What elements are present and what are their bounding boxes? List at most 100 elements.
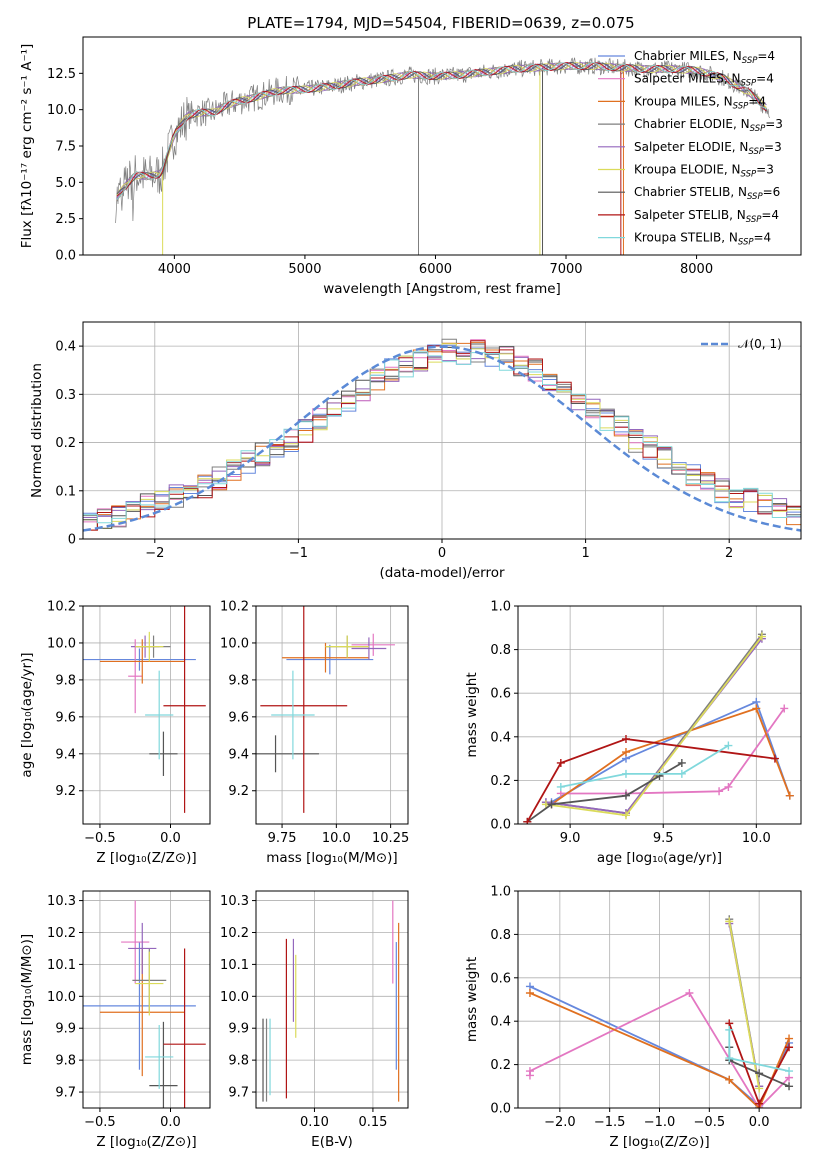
x-tick-label: 9.75 <box>268 831 297 846</box>
legend-label-subscript: SSP <box>742 56 758 66</box>
y-tick-label: 1.0 <box>490 600 511 615</box>
errorbar-point <box>286 644 374 675</box>
model-spectrum-line <box>116 62 767 200</box>
legend-label: Chabrier ELODIE, NSSP=3 <box>634 117 783 134</box>
errorbar-point <box>149 1021 178 1108</box>
y-tick-label: 9.9 <box>55 1022 76 1037</box>
plot-area <box>262 900 400 1102</box>
mass-weight-marker <box>755 1084 764 1093</box>
residual-histogram-step <box>83 351 801 524</box>
axes-frame <box>82 890 211 1109</box>
y-tick-label: 0.0 <box>55 249 76 264</box>
errorbar-point <box>149 731 178 776</box>
y-tick-label: 0.8 <box>490 643 511 658</box>
legend-label-subscript: SSP <box>741 79 757 89</box>
errorbar-point <box>163 606 206 813</box>
y-tick-label: 10.0 <box>47 636 76 651</box>
mass-weight-marker <box>755 1069 764 1078</box>
mass-weight-marker <box>523 817 532 824</box>
plot-area <box>83 900 206 1108</box>
x-tick-label: −1 <box>289 546 308 561</box>
y-tick-label: 10.0 <box>47 990 76 1005</box>
mass-weight-line <box>526 738 776 823</box>
panel-age_vs_mass: 9.75 10.0 10.25 9.2 9.4 9.6 9.8 10.0 10.2 mass [l… <box>220 600 409 867</box>
errorbar-point <box>135 631 164 662</box>
x-tick-label: 10.0 <box>742 831 771 846</box>
y-tick-label: 0.1 <box>55 484 76 499</box>
mass-weight-marker <box>556 758 565 767</box>
legend-label-subscript: SSP <box>746 215 762 225</box>
x-tick-label: −0.5 <box>84 1115 116 1130</box>
x-axis-label: wavelength [Angstrom, rest frame] <box>323 281 561 297</box>
mass-weight-line <box>560 744 729 788</box>
mass-weight-line <box>728 921 760 1089</box>
y-axis-label: mass [log₁₀(M/M⊙)] <box>19 934 35 1065</box>
y-tick-label: 9.8 <box>228 673 249 688</box>
legend-label-subscript: SSP <box>747 192 763 202</box>
legend-label-text: Kroupa ELODIE, N <box>634 163 741 177</box>
legend-label-text: Kroupa MILES, N <box>634 94 733 108</box>
mass-weight-marker <box>785 1082 794 1091</box>
y-tick-label: 10.2 <box>47 600 76 615</box>
y-tick-label: 2.5 <box>55 212 76 227</box>
legend-label-subscript: SSP <box>750 124 766 134</box>
y-tick-label: 0.3 <box>55 388 76 403</box>
y-tick-label: 10.0 <box>220 636 249 651</box>
legend-label: Chabrier MILES, NSSP=4 <box>634 49 775 66</box>
legend-label-text: Salpeter ELODIE, N <box>634 140 748 154</box>
mass-weight-marker <box>755 1099 764 1108</box>
mass-weight-marker <box>715 787 724 796</box>
y-tick-label: 9.9 <box>228 1022 249 1037</box>
legend-label-value: =4 <box>748 94 766 108</box>
legend-label-text: Chabrier ELODIE, N <box>634 117 750 131</box>
errorbar-point <box>260 606 348 813</box>
y-tick-label: 10.2 <box>47 926 76 941</box>
errorbar-point <box>128 922 157 974</box>
legend-label-text: Salpeter STELIB, N <box>634 208 746 222</box>
mass-weight-marker <box>525 988 534 997</box>
mass-weight-marker <box>780 704 789 713</box>
mass-weight-line <box>545 635 763 817</box>
plot-area <box>523 630 794 824</box>
legend-label: Kroupa ELODIE, NSSP=3 <box>634 163 774 180</box>
x-tick-label: −2 <box>145 546 164 561</box>
y-tick-label: 10.2 <box>220 600 249 615</box>
y-tick-label: 0.6 <box>490 687 511 702</box>
legend-label-text: Chabrier MILES, N <box>634 49 742 63</box>
plot-area <box>83 606 206 813</box>
y-tick-label: 9.6 <box>55 710 76 725</box>
mass-weight-marker <box>752 704 761 713</box>
x-axis-label: Z [log₁₀(Z/Z⊙)] <box>609 1134 709 1150</box>
plot-area <box>83 338 801 532</box>
y-tick-label: 10.2 <box>220 926 249 941</box>
y-tick-label: 1.0 <box>490 885 511 900</box>
errorbar-point <box>256 735 319 773</box>
axes-frame <box>82 321 802 540</box>
x-tick-label: −1.0 <box>644 1115 676 1130</box>
legend-label-value: =4 <box>756 72 774 86</box>
mass-weight-marker <box>785 1034 794 1043</box>
mass-weight-marker <box>621 769 630 778</box>
errorbar-point <box>271 670 315 760</box>
y-tick-label: 0.0 <box>490 1102 511 1117</box>
axes-frame <box>255 605 409 825</box>
residual-histogram-step <box>83 343 801 529</box>
errorbar-point <box>99 639 185 684</box>
y-tick-label: 0.2 <box>490 774 511 789</box>
panel-mass_vs_ebv: 0.10 0.15 9.7 9.8 9.9 10.0 10.1 10.2 10.3 E(B-V) <box>220 890 409 1150</box>
mass-weight-marker <box>621 791 630 800</box>
grid-lines <box>256 891 408 1108</box>
mass-weight-marker <box>725 1054 734 1063</box>
figure-title: PLATE=1794, MJD=54504, FIBERID=0639, z=0… <box>247 14 634 32</box>
y-tick-label: 0 <box>68 533 76 548</box>
x-axis-label: mass [log₁₀(M/M⊙)] <box>266 850 397 866</box>
y-tick-label: 10.0 <box>47 103 76 118</box>
y-tick-label: 9.2 <box>55 784 76 799</box>
y-tick-label: 0.6 <box>490 971 511 986</box>
mass-weight-marker <box>621 748 630 757</box>
y-tick-label: 0.4 <box>55 340 76 355</box>
legend-label-value: =4 <box>757 49 775 63</box>
y-tick-label: 5.0 <box>55 176 76 191</box>
x-tick-label: 7000 <box>549 262 582 277</box>
